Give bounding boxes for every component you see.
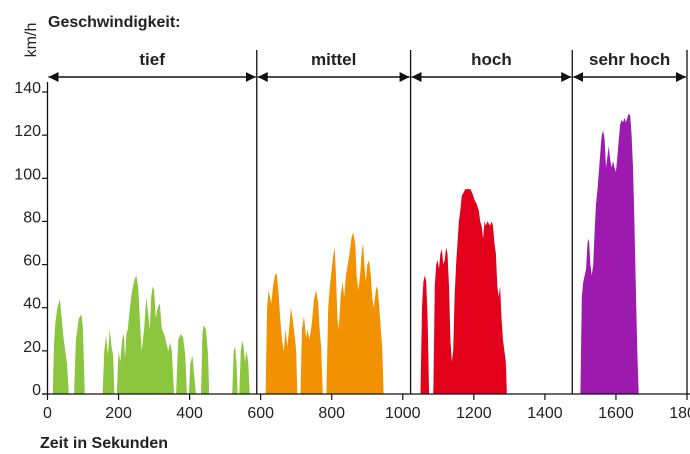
x-tick-label: 400 — [176, 405, 203, 422]
y-tick-label: 80 — [23, 209, 41, 226]
y-tick-label: 140 — [14, 80, 41, 97]
y-tick-label: 0 — [32, 382, 41, 399]
y-tick-label: 100 — [14, 166, 41, 183]
x-axis-label: Zeit in Sekunden — [40, 435, 168, 452]
x-tick-label: 800 — [318, 405, 345, 422]
y-tick-label: 60 — [23, 253, 41, 270]
x-axis-ticks: 0 200 400 600 800 1000 1200 1400 1600 1800 — [43, 394, 690, 422]
y-axis-ticks: 0 20 40 60 80 100 120 140 — [14, 80, 48, 399]
y-tick-label: 20 — [23, 339, 41, 356]
phase-label: hoch — [471, 50, 512, 69]
x-tick-label: 0 — [43, 405, 52, 422]
chart-title: Geschwindigkeit: — [48, 14, 180, 31]
phase-markers: tief mittel hoch sehr hoch — [48, 50, 688, 394]
x-tick-label: 1200 — [456, 405, 492, 422]
x-tick-label: 1400 — [527, 405, 563, 422]
y-axis-label: km/h — [23, 23, 40, 58]
area-sehr-hoch — [580, 113, 639, 394]
area-tief — [52, 275, 250, 394]
area-hoch — [420, 189, 507, 394]
y-tick-label: 40 — [23, 296, 41, 313]
x-tick-label: 600 — [247, 405, 274, 422]
phase-areas — [52, 113, 639, 394]
x-tick-label: 1800 — [669, 405, 690, 422]
phase-label: sehr hoch — [589, 50, 670, 69]
x-tick-label: 200 — [105, 405, 132, 422]
phase-label: mittel — [311, 50, 356, 69]
x-tick-label: 1000 — [385, 405, 421, 422]
y-tick-label: 120 — [14, 123, 41, 140]
x-tick-label: 1600 — [598, 405, 634, 422]
phase-label: tief — [139, 50, 165, 69]
area-mittel — [265, 232, 384, 394]
